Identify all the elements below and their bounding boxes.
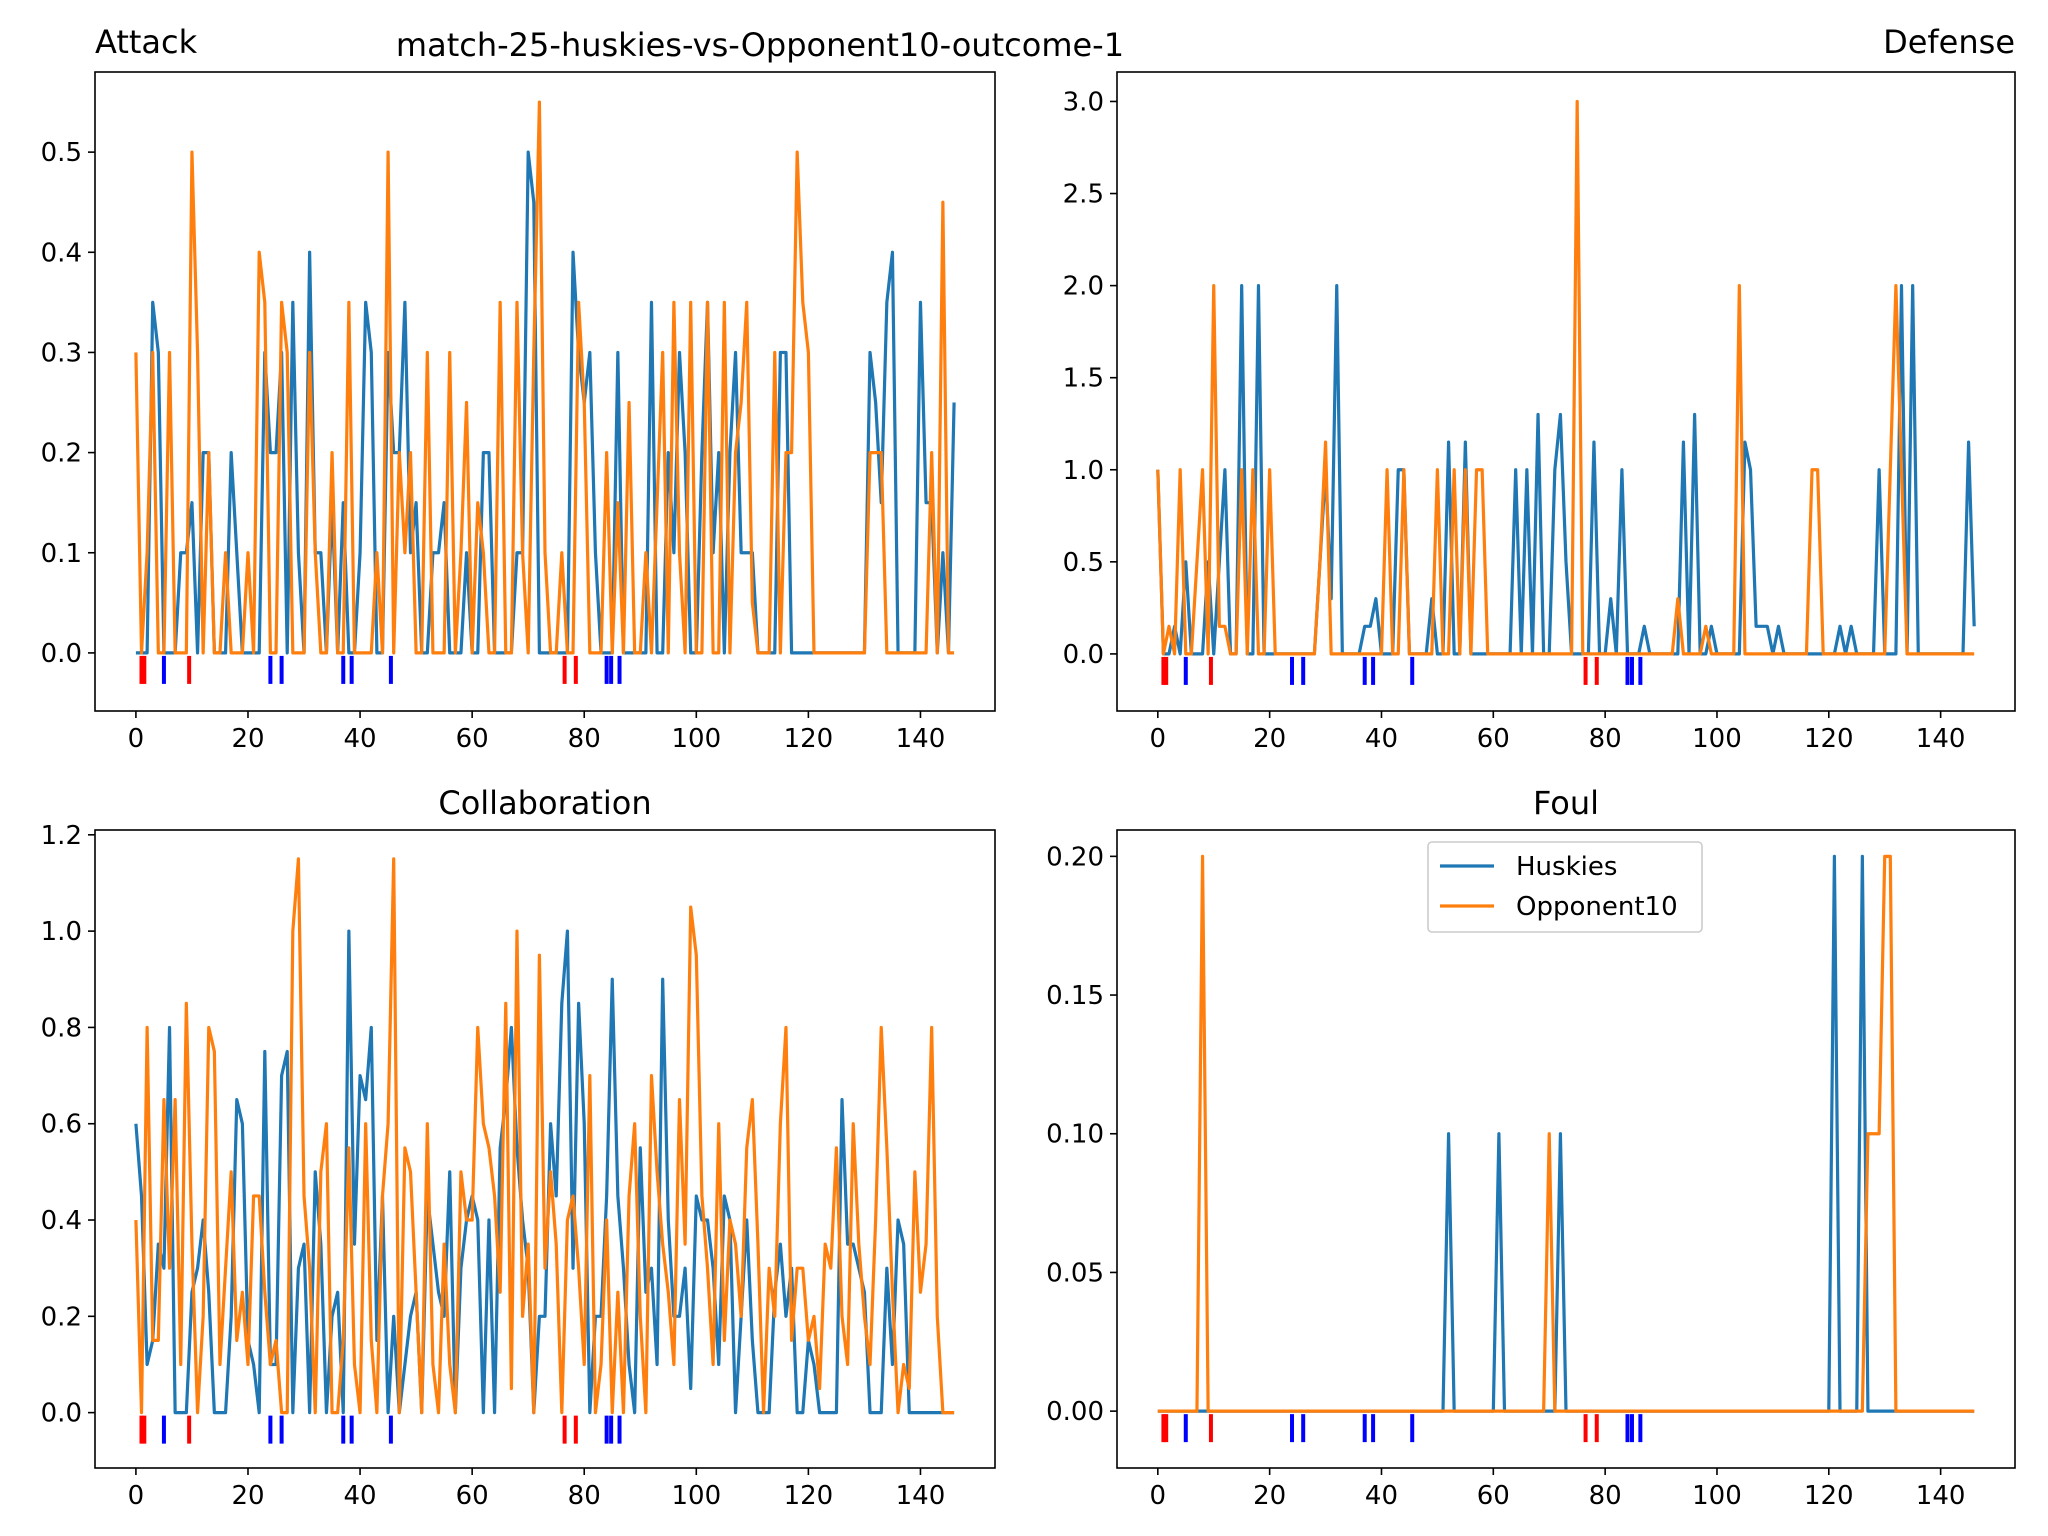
attack-xtick-label: 120 bbox=[784, 724, 834, 754]
collaboration-series-opponent10 bbox=[134, 857, 955, 1415]
foul-ytick-label: 0.05 bbox=[1046, 1258, 1104, 1288]
attack-ytick-label: 0.5 bbox=[41, 138, 82, 168]
collaboration-xtick-label: 140 bbox=[896, 1481, 946, 1511]
foul-xtick-label: 20 bbox=[1253, 1481, 1286, 1511]
defense-xtick-label: 120 bbox=[1804, 724, 1854, 754]
legend-label-huskies: Huskies bbox=[1516, 852, 1617, 882]
defense-series-opponent10 bbox=[1156, 99, 1975, 656]
defense-ytick-label: 3.0 bbox=[1063, 87, 1104, 117]
defense-ytick-label: 2.5 bbox=[1063, 180, 1104, 210]
foul-xtick-label: 0 bbox=[1150, 1481, 1167, 1511]
collaboration-xtick-label: 40 bbox=[344, 1481, 377, 1511]
foul-xtick-label: 60 bbox=[1477, 1481, 1510, 1511]
legend-label-opponent10: Opponent10 bbox=[1516, 892, 1678, 922]
collaboration-xtick-label: 0 bbox=[128, 1481, 145, 1511]
defense-ytick-label: 2.0 bbox=[1063, 272, 1104, 302]
collaboration-xtick-label: 20 bbox=[231, 1481, 264, 1511]
collaboration-title: Collaboration bbox=[438, 784, 651, 822]
foul-series-huskies bbox=[1157, 854, 1975, 1413]
attack-label: Attack bbox=[95, 23, 198, 61]
figure-suptitle: match-25-huskies-vs-Opponent10-outcome-1 bbox=[396, 26, 1124, 64]
collaboration-ytick-label: 0.4 bbox=[41, 1206, 82, 1236]
defense-xtick-label: 60 bbox=[1477, 724, 1510, 754]
collaboration-panel: Collaboration 0 20 40 60 80 100 120 140 0.0 0.2 0.4… bbox=[41, 784, 996, 1511]
collaboration-ytick-label: 0.8 bbox=[41, 1013, 82, 1043]
attack-xtick-label: 20 bbox=[231, 724, 264, 754]
attack-axes-frame bbox=[94, 71, 996, 712]
defense-label: Defense bbox=[1883, 23, 2015, 61]
attack-ytick-label: 0.0 bbox=[41, 639, 82, 669]
attack-xtick-label: 80 bbox=[568, 724, 601, 754]
defense-series-huskies bbox=[1156, 284, 1976, 656]
attack-xtick-label: 140 bbox=[896, 724, 946, 754]
foul-xtick-label: 120 bbox=[1804, 1481, 1854, 1511]
collaboration-xtick-label: 120 bbox=[784, 1481, 834, 1511]
foul-panel: Foul 0 20 40 60 80 100 120 140 0.00 0.05 0.10 0.15 0.… bbox=[1046, 784, 2016, 1511]
foul-title: Foul bbox=[1533, 784, 1599, 822]
collaboration-xtick-label: 60 bbox=[456, 1481, 489, 1511]
foul-axes-frame bbox=[1116, 829, 2016, 1469]
attack-xtick-label: 60 bbox=[456, 724, 489, 754]
foul-ytick-label: 0.00 bbox=[1046, 1397, 1104, 1427]
foul-xtick-label: 100 bbox=[1692, 1481, 1742, 1511]
attack-ytick-label: 0.2 bbox=[41, 439, 82, 469]
attack-series-opponent10 bbox=[134, 100, 955, 655]
foul-ytick-label: 0.10 bbox=[1046, 1120, 1104, 1150]
legend-box bbox=[1427, 841, 1703, 933]
attack-xtick-label: 40 bbox=[344, 724, 377, 754]
defense-panel: 0 20 40 60 80 100 120 140 0.0 0.5 1.0 1.5 2.0 2.5 3.0 bbox=[1063, 71, 2016, 754]
defense-ytick-label: 1.0 bbox=[1063, 456, 1104, 486]
attack-ytick-label: 0.4 bbox=[41, 238, 82, 268]
defense-xtick-label: 80 bbox=[1589, 724, 1622, 754]
foul-xtick-label: 80 bbox=[1589, 1481, 1622, 1511]
foul-ytick-label: 0.15 bbox=[1046, 981, 1104, 1011]
defense-xtick-label: 20 bbox=[1253, 724, 1286, 754]
foul-series-opponent10 bbox=[1157, 854, 1975, 1413]
defense-xtick-label: 100 bbox=[1692, 724, 1742, 754]
attack-ytick-label: 0.3 bbox=[41, 338, 82, 368]
collaboration-ytick-label: 1.2 bbox=[41, 821, 82, 851]
defense-ytick-label: 1.5 bbox=[1063, 364, 1104, 394]
foul-xtick-label: 140 bbox=[1916, 1481, 1966, 1511]
attack-panel: 0 20 40 60 80 100 120 140 0.0 0.1 0.2 0.3 0.4 0.5 bbox=[41, 71, 996, 754]
attack-ytick-label: 0.1 bbox=[41, 539, 82, 569]
defense-axes-frame bbox=[1116, 71, 2016, 712]
legend: Huskies Opponent10 bbox=[1427, 841, 1703, 933]
collaboration-ytick-label: 0.6 bbox=[41, 1110, 82, 1140]
attack-xtick-label: 100 bbox=[671, 724, 721, 754]
foul-xtick-label: 40 bbox=[1365, 1481, 1398, 1511]
defense-ytick-label: 0.5 bbox=[1063, 548, 1104, 578]
defense-xtick-label: 40 bbox=[1365, 724, 1398, 754]
defense-xtick-label: 0 bbox=[1150, 724, 1167, 754]
collaboration-axes-frame bbox=[94, 829, 996, 1469]
defense-ytick-label: 0.0 bbox=[1063, 640, 1104, 670]
attack-xtick-label: 0 bbox=[128, 724, 145, 754]
collaboration-xtick-label: 100 bbox=[671, 1481, 721, 1511]
collaboration-ytick-label: 1.0 bbox=[41, 917, 82, 947]
collaboration-ytick-label: 0.2 bbox=[41, 1302, 82, 1332]
foul-ytick-label: 0.20 bbox=[1046, 842, 1104, 872]
collaboration-series-huskies bbox=[134, 929, 955, 1415]
collaboration-ytick-label: 0.0 bbox=[41, 1399, 82, 1429]
collaboration-xtick-label: 80 bbox=[568, 1481, 601, 1511]
defense-xtick-label: 140 bbox=[1916, 724, 1966, 754]
